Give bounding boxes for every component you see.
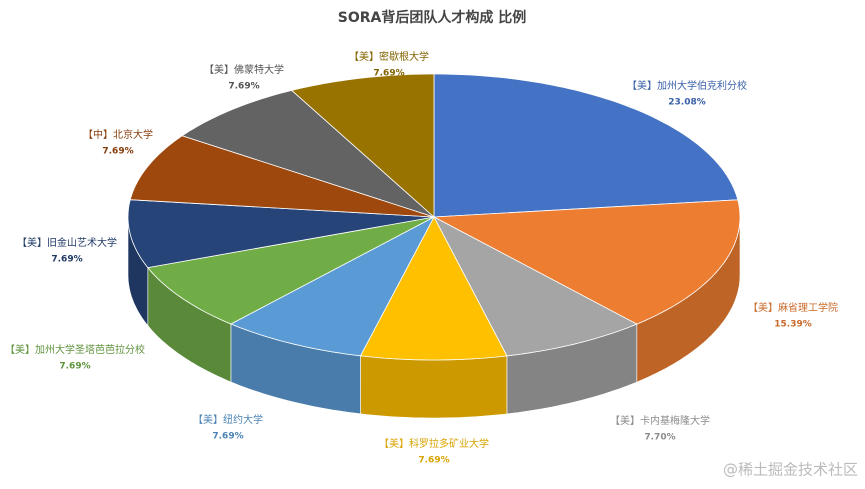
slice — [433, 73, 739, 218]
slice-side — [360, 355, 508, 419]
slice-value-label: 7.69% — [102, 147, 133, 157]
slice-label: 【美】纽约大学 — [193, 413, 263, 426]
slice-value-label: 7.69% — [418, 456, 449, 466]
slice — [433, 216, 638, 357]
slice-label: 【美】加州大学伯克利分校 — [627, 79, 747, 92]
slice — [147, 216, 435, 325]
slice — [129, 135, 435, 218]
slice-label: 【美】佛蒙特大学 — [204, 63, 284, 76]
slice-value-label: 7.69% — [373, 69, 404, 79]
slice — [290, 73, 435, 218]
slice-value-label: 7.69% — [59, 362, 90, 372]
slice-value-label: 7.69% — [51, 255, 82, 265]
chart-title: SORA背后团队人才构成 比例 — [338, 9, 526, 26]
slice — [359, 216, 508, 361]
slice-value-label: 15.39% — [774, 320, 812, 330]
slice-value-label: 7.69% — [228, 82, 259, 92]
slice-label: 【美】旧金山艺术大学 — [17, 236, 117, 249]
slice-label: 【美】麻省理工学院 — [748, 301, 838, 314]
slice-value-label: 7.69% — [212, 432, 243, 442]
slice-label: 【美】科罗拉多矿业大学 — [379, 437, 489, 450]
slice — [229, 216, 435, 357]
slice — [181, 89, 435, 218]
slice-label: 【美】加州大学圣塔芭芭拉分校 — [5, 343, 145, 356]
slice-value-label: 23.08% — [668, 98, 706, 108]
slice-label: 【中】北京大学 — [83, 128, 153, 141]
slice-label: 【美】密歇根大学 — [349, 50, 429, 63]
watermark: @稀土掘金技术社区 — [723, 461, 858, 479]
slice-value-label: 7.70% — [644, 433, 675, 443]
slice — [432, 199, 741, 325]
slice — [127, 199, 435, 269]
slice-label: 【美】卡内基梅隆大学 — [610, 414, 710, 427]
